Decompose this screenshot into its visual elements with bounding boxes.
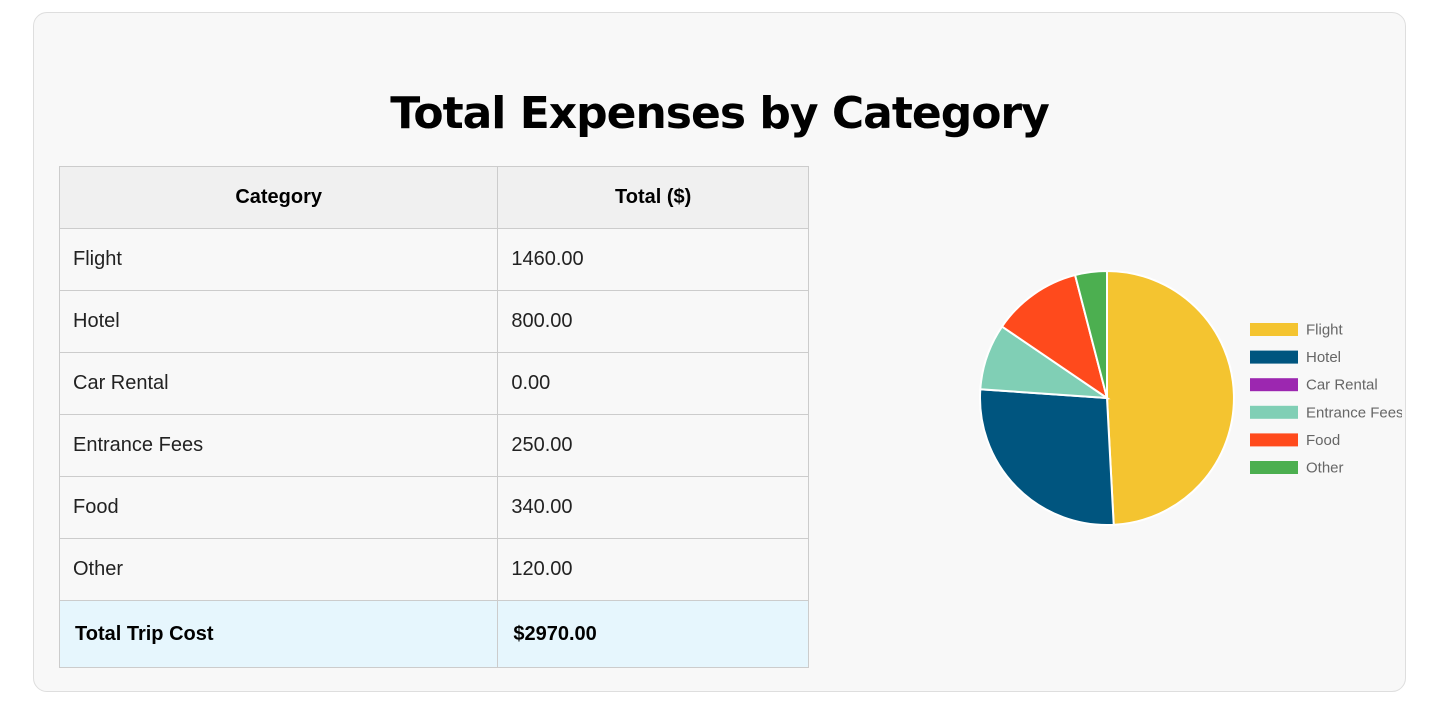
table-row: Car Rental 0.00	[58, 352, 809, 415]
expenses-pie-chart: Flight Hotel Car Rental Entrance Fees Food Ot…	[979, 269, 1402, 526]
table-row: Food 340.00	[58, 476, 809, 539]
cell-total: 340.00	[497, 476, 809, 539]
legend-swatch	[1250, 461, 1298, 474]
column-header-category: Category	[58, 166, 499, 229]
legend-item-entrance-fees[interactable]: Entrance Fees	[1250, 404, 1402, 421]
pie-slice-food[interactable]	[1000, 273, 1109, 401]
total-row: Total Trip Cost $2970.00	[58, 600, 809, 668]
table-header-row: Category Total ($)	[58, 166, 809, 229]
legend-item-other[interactable]: Other	[1250, 460, 1344, 477]
cell-total: 120.00	[497, 538, 809, 601]
cell-total: 800.00	[497, 290, 809, 353]
legend-swatch	[1250, 323, 1298, 336]
column-header-total: Total ($)	[497, 166, 809, 229]
pie-slice-flight[interactable]	[1106, 269, 1235, 526]
legend-label: Flight	[1306, 322, 1344, 339]
cell-total: 1460.00	[497, 228, 809, 291]
cell-category: Other	[58, 538, 499, 601]
cell-category: Car Rental	[58, 352, 499, 415]
pie-slice-hotel[interactable]	[979, 388, 1115, 526]
expenses-card: Total Expenses by Category Category Tota…	[33, 12, 1406, 692]
chart-legend: Flight Hotel Car Rental Entrance Fees Food Ot…	[1250, 322, 1402, 477]
cell-category: Food	[58, 476, 499, 539]
legend-swatch	[1250, 405, 1298, 419]
cell-category: Flight	[58, 228, 499, 291]
legend-item-flight[interactable]: Flight	[1250, 322, 1344, 339]
table-row: Other 120.00	[58, 538, 809, 601]
page-title: Total Expenses by Category	[390, 88, 1050, 139]
legend-item-hotel[interactable]: Hotel	[1250, 349, 1341, 366]
legend-label: Hotel	[1306, 349, 1341, 366]
table-row: Flight 1460.00	[58, 228, 809, 291]
legend-swatch	[1250, 378, 1298, 392]
cell-category: Entrance Fees	[58, 414, 499, 477]
legend-item-food[interactable]: Food	[1250, 432, 1340, 449]
legend-label: Other	[1306, 460, 1344, 477]
legend-label: Food	[1306, 432, 1340, 449]
legend-swatch	[1250, 350, 1298, 364]
total-label: Total Trip Cost	[58, 600, 499, 668]
legend-item-car-rental[interactable]: Car Rental	[1250, 377, 1378, 394]
table-row: Hotel 800.00	[58, 290, 809, 353]
expenses-table: Category Total ($) Flight 1460.00 Hotel …	[58, 166, 809, 668]
total-value: $2970.00	[497, 600, 809, 668]
legend-label: Entrance Fees	[1306, 404, 1402, 421]
pie-slices	[979, 269, 1235, 526]
cell-category: Hotel	[58, 290, 499, 353]
cell-total: 0.00	[497, 352, 809, 415]
cell-total: 250.00	[497, 414, 809, 477]
table-row: Entrance Fees 250.00	[58, 414, 809, 477]
legend-label: Car Rental	[1306, 377, 1378, 394]
legend-swatch	[1250, 433, 1298, 447]
pie-slice-other[interactable]	[1073, 269, 1108, 399]
